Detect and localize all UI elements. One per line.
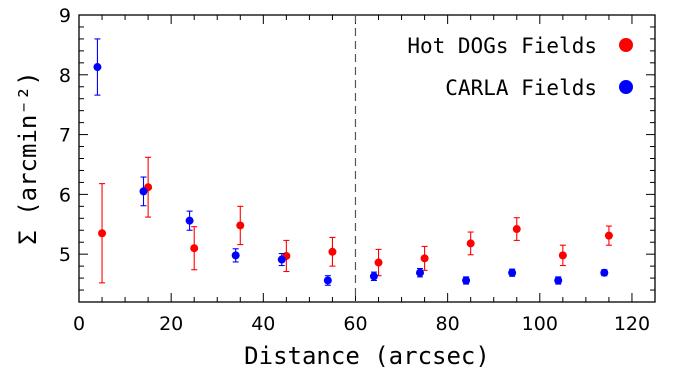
data-point [374, 258, 383, 267]
y-tick-label: 8 [59, 65, 71, 87]
x-tick-label: 40 [251, 313, 275, 335]
y-axis-title: Σ (arcmin⁻²) [14, 71, 42, 244]
data-point [231, 251, 240, 260]
legend-marker [619, 80, 633, 94]
x-tick-label: 0 [73, 313, 85, 335]
data-point [93, 63, 102, 72]
data-point [466, 239, 475, 248]
x-tick-label: 100 [522, 313, 558, 335]
data-point [415, 268, 424, 277]
legend-label: Hot DOGs Fields [407, 34, 597, 58]
x-tick-label: 120 [614, 313, 650, 335]
data-point [369, 272, 378, 281]
data-point [462, 276, 471, 285]
data-point [185, 216, 194, 225]
y-tick-label: 7 [59, 125, 71, 147]
data-point [508, 268, 517, 277]
data-point [98, 229, 107, 238]
data-point [604, 231, 613, 240]
y-tick-label: 9 [59, 5, 71, 27]
data-point [328, 247, 337, 256]
data-point [190, 244, 199, 253]
x-tick-label: 20 [159, 313, 183, 335]
data-point [323, 276, 332, 285]
data-point [139, 187, 148, 196]
legend: Hot DOGs Fields CARLA Fields [407, 34, 633, 100]
data-point [236, 221, 245, 230]
data-point [420, 254, 429, 263]
plot-layer: 0 20 40 60 80 100 120 5 6 7 8 9 [59, 5, 656, 335]
data-point [600, 268, 609, 277]
data-point [558, 251, 567, 260]
y-tick-label: 5 [59, 244, 71, 266]
x-axis-title: Distance (arcsec) [244, 342, 490, 370]
legend-marker [619, 38, 633, 52]
data-point [277, 255, 286, 264]
x-tick-label: 80 [436, 313, 460, 335]
plot-frame [78, 14, 656, 303]
data-point [512, 225, 521, 234]
data-point [554, 276, 563, 285]
legend-label: CARLA Fields [445, 76, 597, 100]
y-tick-label: 6 [59, 184, 71, 206]
x-tick-label: 60 [343, 313, 367, 335]
